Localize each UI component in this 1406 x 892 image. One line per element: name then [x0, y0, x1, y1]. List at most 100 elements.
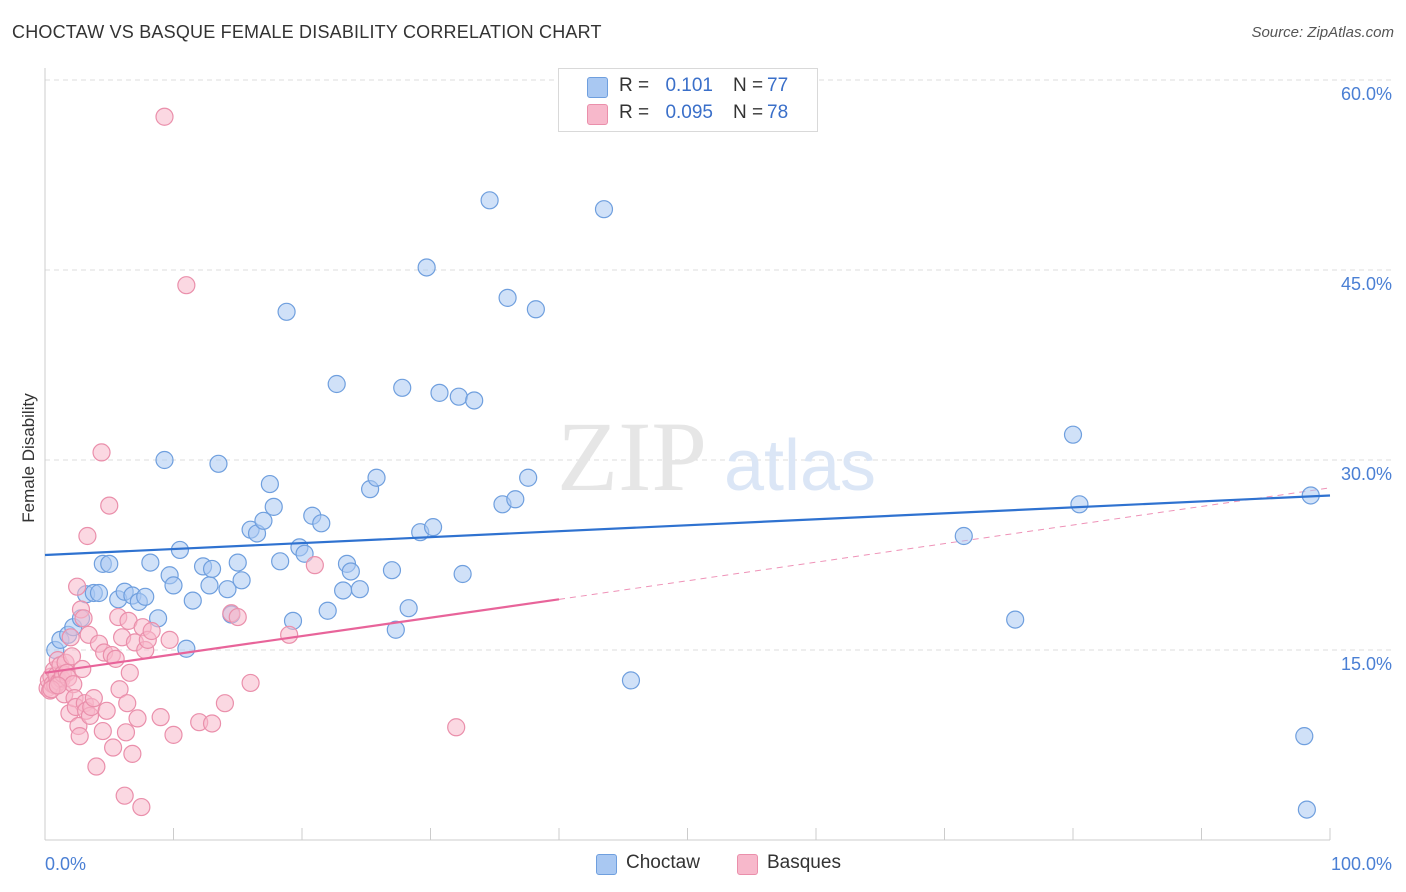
basques-swatch — [587, 104, 608, 125]
basques-point — [132, 797, 151, 817]
legend-row-basques: R = 0.095 N = 78 — [559, 101, 817, 127]
basques-point — [228, 607, 247, 627]
choctaw-point — [177, 639, 196, 658]
basques-point — [120, 663, 139, 682]
choctaw-point — [295, 544, 314, 563]
choctaw-point — [367, 468, 386, 487]
choctaw-point — [200, 576, 219, 595]
choctaw-point — [621, 671, 641, 690]
basques-point — [68, 577, 87, 596]
n-label: N = — [733, 102, 764, 123]
choctaw-point — [89, 583, 109, 603]
basques-point — [106, 649, 125, 668]
choctaw-point — [393, 378, 412, 397]
choctaw-point — [1297, 800, 1316, 819]
choctaw-point — [254, 511, 273, 530]
watermark-atlas: atlas — [724, 426, 876, 506]
data-points — [38, 107, 1331, 819]
basques-point — [84, 689, 103, 708]
choctaw-point — [100, 554, 119, 573]
choctaw-point — [594, 200, 614, 219]
r-label: R = — [619, 75, 650, 96]
correlation-legend: R = 0.101 N = 77 R = 0.095 N = 78 — [558, 68, 818, 132]
basques-point — [305, 556, 324, 575]
axes — [44, 68, 1331, 841]
choctaw-point — [334, 581, 353, 600]
x-tick-label: 0.0% — [45, 854, 86, 874]
legend-label: Choctaw — [626, 852, 700, 873]
legend-label: Basques — [767, 852, 841, 873]
basques-point — [151, 708, 170, 727]
basques-point — [241, 673, 260, 693]
choctaw-point — [506, 490, 525, 509]
choctaw-point — [277, 302, 296, 321]
basques-point — [93, 721, 112, 741]
choctaw-point — [519, 468, 538, 487]
choctaw-point — [417, 258, 436, 277]
axis-labels: Female Disability 15.0% 30.0% 45.0% 60.0% 0.… — [19, 84, 1392, 874]
r-value: 0.101 — [665, 75, 713, 96]
basques-point — [92, 443, 111, 462]
choctaw-point — [164, 576, 183, 595]
basques-trend-extension — [558, 487, 1331, 600]
y-tick-label: 15.0% — [1341, 654, 1392, 674]
basques-point — [215, 694, 234, 713]
legend-row-choctaw: R = 0.101 N = 77 — [559, 74, 817, 100]
basques-trend-line — [44, 598, 560, 674]
basques-swatch — [737, 854, 758, 875]
choctaw-point — [264, 497, 283, 516]
basques-point — [123, 744, 142, 763]
choctaw-point — [341, 562, 360, 581]
basques-point — [62, 647, 82, 666]
choctaw-point — [232, 571, 251, 590]
basques-point — [116, 723, 136, 742]
x-tick-label: 100.0% — [1331, 854, 1392, 874]
choctaw-point — [1295, 727, 1314, 746]
choctaw-point — [318, 601, 337, 620]
choctaw-point — [218, 580, 237, 599]
r-value: 0.095 — [665, 102, 713, 123]
r-label: R = — [619, 102, 650, 123]
choctaw-point — [386, 620, 405, 639]
choctaw-point — [1006, 610, 1025, 629]
choctaw-swatch — [587, 77, 608, 98]
choctaw-point — [260, 474, 279, 494]
choctaw-point — [209, 454, 228, 473]
choctaw-point — [202, 559, 222, 579]
choctaw-point — [141, 553, 160, 572]
basques-point — [128, 709, 147, 728]
choctaw-point — [954, 526, 973, 546]
basques-point — [447, 718, 466, 737]
basques-point — [100, 496, 119, 515]
basques-point — [110, 680, 129, 699]
choctaw-point — [136, 587, 155, 606]
choctaw-point — [1063, 425, 1083, 444]
choctaw-trend-line — [44, 494, 1331, 557]
choctaw-point — [350, 580, 369, 599]
trend-lines — [558, 487, 1331, 600]
choctaw-point — [399, 599, 418, 618]
choctaw-point — [423, 518, 443, 537]
basques-point — [104, 738, 123, 757]
basques-point — [160, 630, 179, 649]
n-value: 78 — [767, 102, 789, 123]
basques-point — [118, 694, 137, 713]
basques-point — [202, 714, 222, 733]
choctaw-point — [155, 450, 174, 470]
basques-point — [155, 107, 174, 126]
basques-point — [115, 786, 134, 805]
y-tick-label: 45.0% — [1341, 274, 1392, 294]
source-credit: Source: ZipAtlas.com — [1251, 24, 1394, 41]
basques-point — [280, 625, 299, 644]
basques-point — [97, 701, 116, 720]
basques-point — [61, 628, 80, 647]
choctaw-point — [382, 561, 402, 580]
choctaw-point — [449, 387, 468, 406]
basques-point — [74, 609, 93, 628]
choctaw-point — [430, 383, 449, 402]
choctaw-point — [453, 564, 472, 584]
basques-point — [164, 725, 183, 744]
y-tick-label: 30.0% — [1341, 464, 1392, 484]
basques-point — [87, 757, 106, 776]
